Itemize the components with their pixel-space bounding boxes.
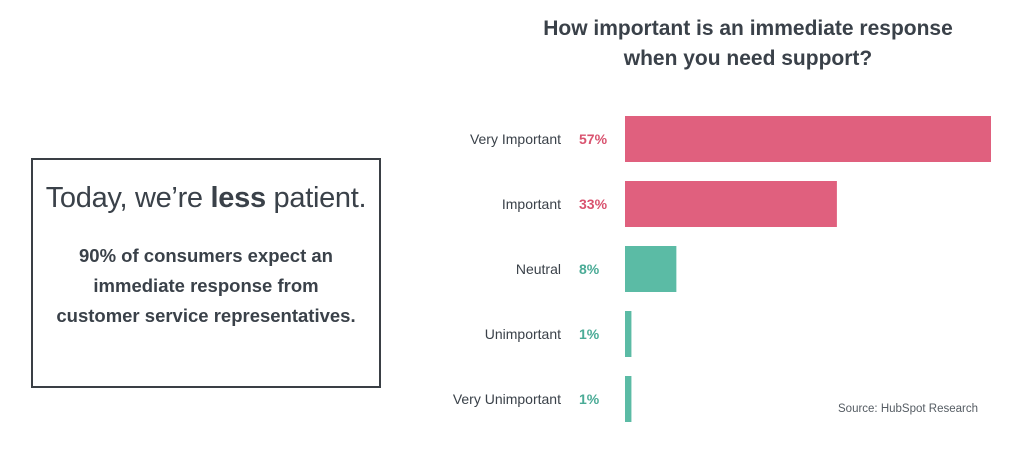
value-label: 57% [579, 131, 608, 147]
chart-title-line-2: when you need support? [623, 47, 873, 70]
value-label: 1% [579, 326, 600, 342]
callout-stat: 90% [79, 245, 117, 266]
bar-important [625, 181, 837, 227]
headline-text: Today, we’re [45, 182, 211, 214]
bar-very-unimportant [625, 376, 632, 422]
chart-title-line-1: How important is an immediate response [543, 17, 953, 40]
value-label: 33% [579, 196, 608, 212]
bar-neutral [625, 246, 677, 292]
callout-box: Today, we’re less patient. 90% of consum… [31, 158, 381, 388]
chart-title: How important is an immediate response w… [520, 14, 976, 74]
bar-very-important [625, 116, 991, 162]
category-label: Unimportant [485, 326, 561, 342]
category-label: Very Unimportant [453, 391, 561, 407]
callout-body-text: of consumers expect an immediate respons… [56, 245, 356, 326]
bar-unimportant [625, 311, 632, 357]
category-label: Important [502, 196, 561, 212]
headline-text-end: patient. [265, 182, 367, 214]
source-note: Source: HubSpot Research [838, 403, 978, 415]
value-label: 8% [579, 261, 600, 277]
value-label: 1% [579, 391, 600, 407]
category-label: Very Important [470, 131, 561, 147]
callout-headline: Today, we’re less patient. [33, 182, 379, 215]
headline-emphasis: less [210, 182, 267, 214]
category-label: Neutral [516, 261, 561, 277]
callout-body: 90% of consumers expect an immediate res… [51, 241, 361, 331]
